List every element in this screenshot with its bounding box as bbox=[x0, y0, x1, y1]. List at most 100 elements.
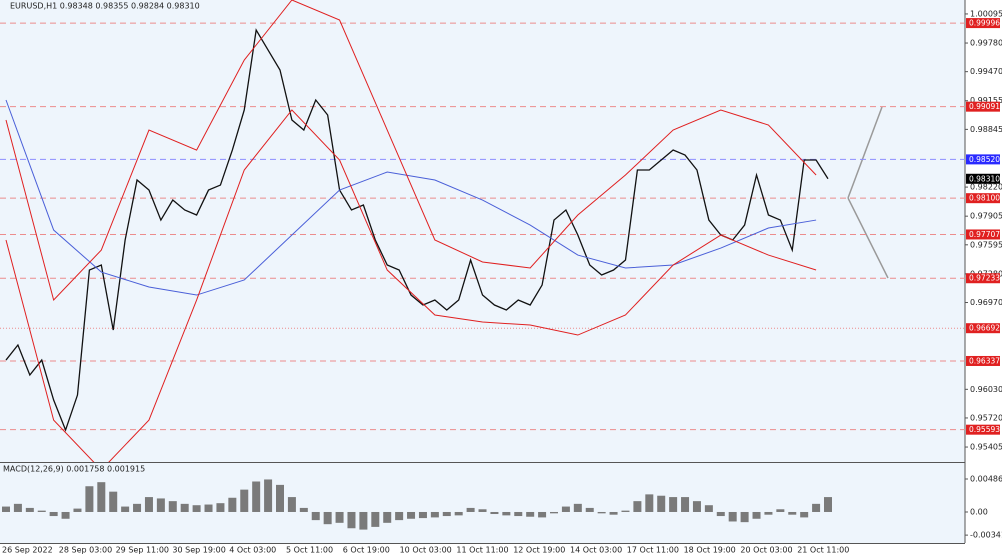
price-level-box bbox=[966, 273, 1000, 284]
x-tick-label: 21 Oct 11:00 bbox=[797, 546, 849, 555]
x-tick-label: 6 Oct 19:00 bbox=[343, 546, 390, 555]
macd-bar bbox=[156, 498, 165, 512]
macd-bar bbox=[740, 511, 749, 523]
macd-bar bbox=[704, 505, 713, 512]
macd-bar bbox=[800, 511, 809, 518]
macd-bar bbox=[73, 508, 82, 512]
macd-bar bbox=[13, 503, 22, 512]
x-tick-label: 12 Oct 19:00 bbox=[513, 546, 565, 555]
macd-bar bbox=[692, 501, 701, 512]
y-tick-label: 0.95405 bbox=[970, 443, 1002, 452]
price-level-label: 0.95593 bbox=[969, 425, 1000, 434]
price-level-box bbox=[966, 193, 1000, 204]
y-tick-label: 0.98845 bbox=[970, 125, 1002, 134]
y-tick-label: 0.99780 bbox=[970, 39, 1002, 48]
macd-y-tick-label: -0.003414 bbox=[970, 531, 1002, 540]
macd-bar bbox=[192, 505, 201, 512]
indicator-line bbox=[5, 109, 817, 462]
macd-bar bbox=[25, 507, 34, 512]
macd-bar bbox=[359, 511, 368, 530]
price-level-box bbox=[966, 229, 1000, 240]
price-layer bbox=[5, 0, 829, 462]
macd-bar bbox=[61, 511, 70, 519]
macd-layer bbox=[2, 479, 832, 530]
macd-bar bbox=[645, 494, 654, 512]
macd-bar bbox=[561, 506, 570, 512]
macd-bar bbox=[85, 486, 94, 512]
macd-bar bbox=[442, 511, 451, 517]
y-tick-label: 0.99470 bbox=[970, 67, 1002, 76]
macd-bar bbox=[133, 503, 142, 512]
x-tick-label: 4 Oct 03:00 bbox=[229, 546, 276, 555]
macd-bar bbox=[657, 495, 666, 512]
macd-bar bbox=[264, 479, 273, 512]
macd-bar bbox=[728, 511, 737, 522]
macd-bar bbox=[752, 511, 761, 519]
macd-bar bbox=[418, 511, 427, 519]
macd-bar bbox=[633, 501, 642, 512]
chart-title: EURUSD,H1 0.98348 0.98355 0.98284 0.9831… bbox=[10, 2, 200, 11]
macd-bar bbox=[335, 511, 344, 523]
price-level-label: 0.96692 bbox=[969, 324, 1000, 333]
x-tick-label: 14 Oct 03:00 bbox=[570, 546, 622, 555]
macd-bar bbox=[585, 507, 594, 512]
price-level-label: 0.97707 bbox=[969, 230, 1000, 239]
x-tick-label: 20 Oct 03:00 bbox=[740, 546, 792, 555]
macd-bar bbox=[204, 504, 213, 512]
macd-bar bbox=[240, 489, 249, 512]
macd-bar bbox=[299, 507, 308, 512]
macd-bar bbox=[764, 511, 773, 515]
macd-y-tick-label: 0.004868 bbox=[970, 475, 1002, 484]
y-tick-label: 0.98220 bbox=[970, 183, 1002, 192]
y-tick-label: 0.97595 bbox=[970, 240, 1002, 249]
price-level-label: 0.97233 bbox=[969, 274, 1000, 283]
macd-bar bbox=[168, 501, 177, 512]
price-level-box bbox=[966, 101, 1000, 112]
macd-bar bbox=[430, 511, 439, 518]
macd-bar bbox=[514, 511, 523, 517]
macd-bar bbox=[788, 511, 797, 515]
macd-bar bbox=[109, 491, 118, 512]
price-line bbox=[5, 28, 829, 432]
x-tick-label: 11 Oct 11:00 bbox=[456, 546, 508, 555]
price-level-label: 0.99996 bbox=[969, 19, 1000, 28]
macd-bar bbox=[180, 503, 189, 512]
price-level-label: 0.99091 bbox=[969, 102, 1000, 111]
x-tick-label: 29 Sep 11:00 bbox=[116, 546, 169, 555]
price-level-label: 0.98100 bbox=[969, 194, 1000, 203]
macd-bar bbox=[812, 503, 821, 512]
indicator-line bbox=[5, 99, 817, 296]
macd-bar bbox=[252, 481, 261, 512]
macd-bar bbox=[597, 511, 606, 514]
macd-bar bbox=[49, 511, 58, 517]
projection-arrow bbox=[847, 197, 889, 279]
macd-bar bbox=[621, 510, 630, 512]
axis-layer: 1.00095 0.99780 0.99470 0.99155 0.98845 0.982… bbox=[2, 9, 1002, 554]
x-tick-label: 28 Sep 03:00 bbox=[59, 546, 112, 555]
macd-bar bbox=[311, 511, 320, 521]
macd-bar bbox=[323, 511, 332, 525]
macd-bar bbox=[824, 497, 832, 512]
y-tick-label: 0.99155 bbox=[970, 96, 1002, 105]
macd-bar bbox=[216, 503, 225, 512]
macd-bar bbox=[121, 506, 130, 512]
macd-bar bbox=[466, 507, 475, 512]
price-level-label: 0.96337 bbox=[969, 356, 1000, 365]
price-level-box bbox=[966, 18, 1000, 29]
price-level-box bbox=[966, 323, 1000, 334]
macd-bar bbox=[407, 511, 416, 519]
macd-bar bbox=[776, 509, 785, 512]
y-tick-label: 0.96030 bbox=[970, 385, 1002, 394]
macd-bar bbox=[502, 511, 511, 516]
macd-bar bbox=[144, 497, 153, 512]
macd-title: MACD(12,26,9) 0.001758 0.001915 bbox=[3, 465, 145, 474]
macd-y-tick-label: 0.00 bbox=[970, 507, 988, 516]
macd-bar bbox=[276, 484, 284, 512]
macd-bar bbox=[669, 497, 678, 512]
y-tick-label: 1.00095 bbox=[970, 9, 1002, 18]
plot-background bbox=[0, 0, 965, 543]
x-tick-label: 17 Oct 11:00 bbox=[627, 546, 679, 555]
indicator-line bbox=[5, 0, 817, 302]
macd-bar bbox=[573, 503, 582, 512]
